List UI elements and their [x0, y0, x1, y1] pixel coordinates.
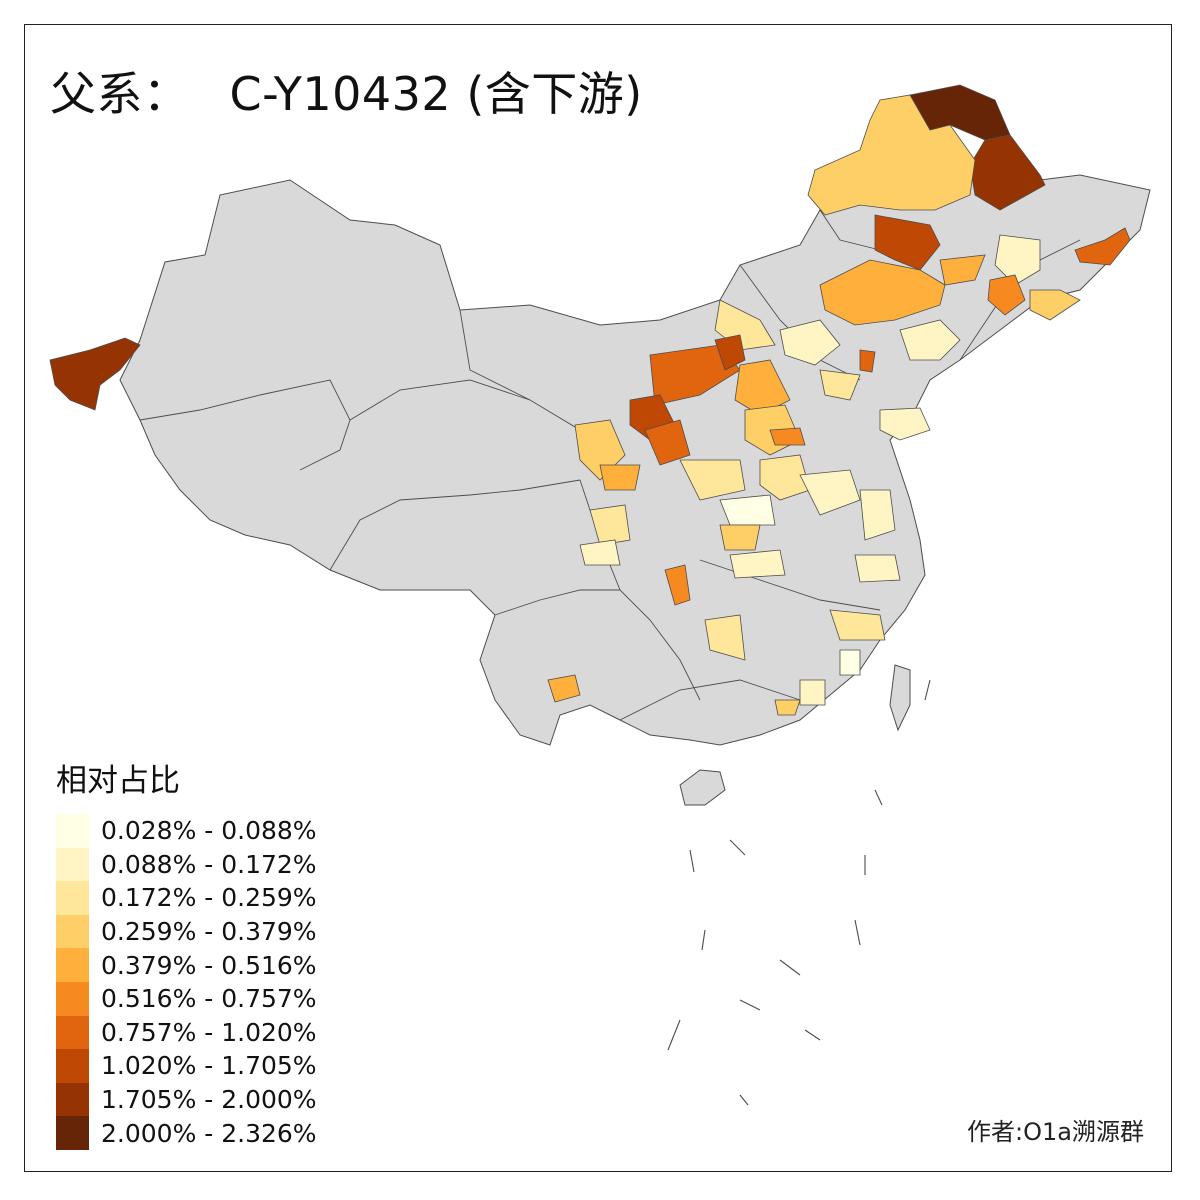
legend-swatch: [56, 814, 89, 848]
region-heilongjiang-far-east: [1074, 227, 1131, 266]
region-chongqing: [664, 564, 691, 606]
legend-item: 0.088% - 0.172%: [56, 847, 317, 882]
colored-regions: [49, 84, 1131, 716]
legend-item: 0.259% - 0.379%: [56, 914, 317, 949]
legend-item: 0.379% - 0.516%: [56, 948, 317, 982]
legend-swatch: [56, 981, 89, 1016]
legend-swatch: [56, 847, 89, 882]
legend-swatch: [56, 914, 89, 949]
region-baotou: [714, 334, 746, 371]
title-haplogroup: C-Y10432 (含下游): [229, 67, 643, 121]
legend-swatch: [56, 881, 89, 915]
region-shandong-east: [879, 407, 931, 441]
region-tianjin-orange: [859, 349, 876, 373]
legend-swatch: [56, 1116, 89, 1150]
legend-label: 1.020% - 1.705%: [101, 1051, 317, 1081]
legend-item: 0.516% - 0.757%: [56, 981, 317, 1016]
region-xinjiang-west: [49, 337, 141, 411]
map-title: 父系： C-Y10432 (含下游): [50, 58, 643, 124]
region-shaanxi-south: [679, 459, 746, 501]
legend-label: 0.516% - 0.757%: [101, 984, 317, 1014]
legend-label: 0.757% - 1.020%: [101, 1017, 317, 1047]
legend-item: 1.705% - 2.000%: [56, 1082, 317, 1117]
legend-label: 0.028% - 0.088%: [101, 816, 317, 846]
region-anhui: [859, 489, 896, 541]
region-jilin-center: [987, 274, 1026, 316]
region-beijing-area: [779, 319, 841, 366]
region-henan-north: [759, 454, 811, 501]
legend-swatch: [56, 1015, 89, 1050]
author-credit: 作者:O1a溯源群: [967, 1118, 1144, 1146]
region-henan-orange: [769, 427, 806, 446]
title-prefix: 父系：: [50, 67, 190, 121]
region-sichuan-north: [589, 504, 631, 546]
region-guangdong-east: [799, 679, 826, 706]
taiwan-island: [889, 664, 911, 732]
region-hulunbuir: [807, 94, 976, 216]
region-guizhou-yellow: [704, 614, 746, 661]
region-northeast-yellow: [994, 234, 1041, 286]
region-jilin-orange: [939, 254, 986, 286]
legend-label: 0.172% - 0.259%: [101, 883, 317, 913]
legend-label: 2.000% - 2.326%: [101, 1118, 317, 1148]
region-yunnan-orange: [547, 674, 581, 703]
legend-item: 0.757% - 1.020%: [56, 1015, 317, 1050]
legend-item: 2.000% - 2.326%: [56, 1116, 317, 1150]
legend-label: 0.088% - 0.172%: [101, 849, 317, 879]
legend-item: 0.172% - 0.259%: [56, 881, 317, 915]
region-henan-center: [799, 469, 861, 516]
region-zhejiang-fujian: [829, 609, 886, 641]
region-hunan-light: [729, 549, 786, 579]
region-sichuan-west: [579, 539, 621, 566]
legend-label: 1.705% - 2.000%: [101, 1085, 317, 1115]
legend-title: 相对占比: [56, 763, 180, 799]
legend-item: 0.028% - 0.088%: [56, 814, 317, 848]
hainan-island: [679, 769, 726, 806]
region-liaoning-light: [899, 319, 961, 361]
region-xilingol: [819, 259, 946, 326]
region-northwest: [119, 164, 1151, 746]
legend-label: 0.259% - 0.379%: [101, 917, 317, 947]
region-guangdong-yellow: [774, 699, 801, 716]
legend-label: 0.379% - 0.516%: [101, 950, 317, 980]
region-hubei-light: [719, 494, 776, 526]
region-fujian-light: [839, 649, 861, 676]
legend-item: 1.020% - 1.705%: [56, 1049, 317, 1083]
region-shaanxi-dark: [644, 419, 691, 466]
legend-swatch: [56, 1049, 89, 1083]
legend-swatch: [56, 948, 89, 982]
region-hubei-yellow: [719, 524, 761, 551]
region-hebei-east: [819, 369, 861, 401]
legend: 相对占比 0.028% - 0.088% 0.088% - 0.172% 0.172…: [56, 755, 317, 1150]
region-jilin-east: [1029, 289, 1081, 321]
region-gansu-orange: [599, 464, 641, 491]
legend-rows: 0.028% - 0.088% 0.088% - 0.172% 0.172% - 0…: [56, 814, 317, 1150]
region-jiangsu-south: [854, 554, 901, 583]
legend-swatch: [56, 1082, 89, 1117]
south-sea-islands: [667, 679, 931, 1106]
